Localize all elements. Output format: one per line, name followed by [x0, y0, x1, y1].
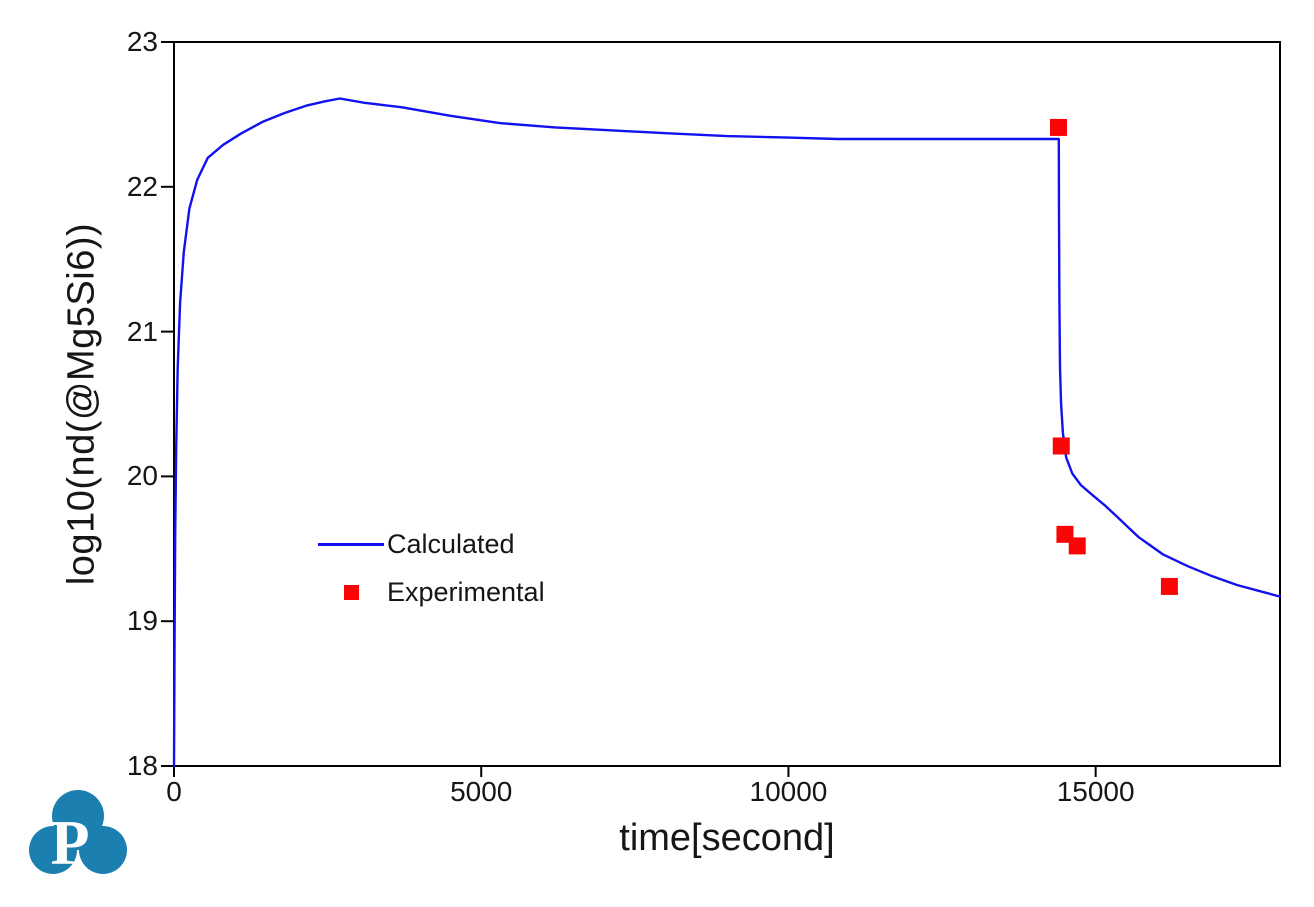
y-tick-label: 18	[126, 750, 158, 781]
x-tick-label: 0	[166, 776, 182, 807]
experimental-square-swatch	[343, 584, 359, 600]
legend-item-experimental: Experimental	[318, 568, 545, 616]
x-tick-labels: 0 5000 10000 15000	[0, 777, 1314, 811]
legend-item-calculated: Calculated	[318, 520, 545, 568]
legend-swatch-cell	[318, 584, 384, 600]
x-axis-title: time[second]	[619, 817, 835, 859]
legend: Calculated Experimental	[318, 520, 545, 616]
logo-center-fill	[46, 808, 110, 850]
legend-label-experimental: Experimental	[387, 576, 545, 607]
plot-frame	[173, 41, 1281, 767]
y-tick-label: 21	[126, 315, 158, 347]
y-tick-label: 20	[126, 460, 158, 492]
y-tick-label: 22	[126, 170, 158, 202]
x-tick-label: 5000	[450, 776, 513, 807]
legend-swatch-cell	[318, 542, 384, 546]
legend-label-calculated: Calculated	[387, 528, 515, 559]
y-tick-label: 23	[126, 26, 158, 57]
y-tick-labels: 18 19 20 21 22 23	[0, 0, 158, 907]
experimental-point	[1052, 437, 1070, 455]
logo-letter: P	[50, 807, 89, 878]
experimental-point	[1049, 118, 1067, 136]
experimental-point	[1160, 577, 1178, 595]
x-tick-label: 15000	[1056, 776, 1135, 807]
x-tick-label: 10000	[749, 776, 828, 807]
calculated-curve	[172, 97, 1282, 768]
y-tick-label: 19	[126, 605, 158, 637]
pandat-logo: P	[29, 790, 127, 878]
experimental-point	[1068, 537, 1086, 555]
calculated-line-swatch	[318, 542, 384, 546]
